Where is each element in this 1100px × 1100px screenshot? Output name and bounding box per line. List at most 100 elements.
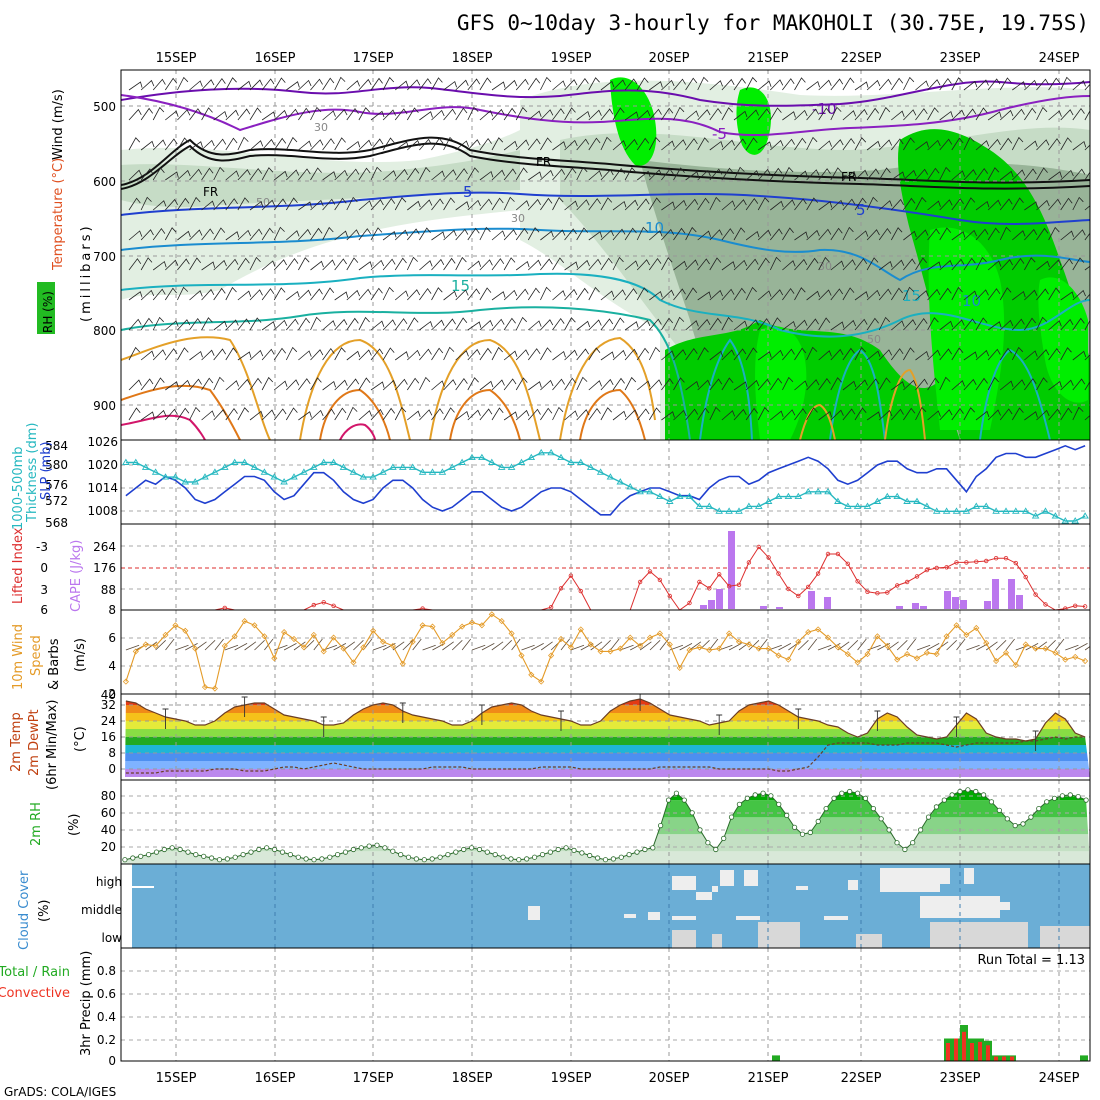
- wind-barb: [552, 290, 566, 301]
- wind-speed-marker: [330, 634, 337, 641]
- surface-barb: [511, 638, 521, 651]
- surface-barb: [254, 640, 265, 651]
- lifted-index-marker: [548, 605, 554, 610]
- rh-marker: [602, 857, 609, 863]
- wind-barb: [237, 229, 251, 241]
- thickness-marker: [191, 478, 199, 485]
- wind-barb: [1011, 258, 1025, 271]
- temp-tick-24: 24: [101, 714, 116, 728]
- wind-speed-marker: [211, 685, 218, 692]
- wind-barb: [370, 259, 385, 271]
- wind-barb: [528, 198, 541, 211]
- wind-barb: [576, 110, 591, 121]
- surface-barb: [432, 643, 445, 651]
- wind-barb: [927, 79, 941, 91]
- wind-barb: [600, 229, 614, 241]
- ylabel-lifted-index: Lifted Index: [11, 527, 26, 604]
- thickness-marker: [982, 502, 990, 509]
- wind-barb: [576, 78, 589, 91]
- wind-barb: [515, 106, 528, 121]
- thickness-marker: [408, 463, 417, 470]
- thickness-marker: [557, 453, 565, 461]
- wind-barb: [564, 261, 579, 271]
- wind-speed-marker: [923, 649, 930, 656]
- wind-speed-marker: [172, 622, 179, 629]
- wind-barb: [407, 349, 421, 361]
- wind-barb: [540, 197, 553, 211]
- thickness-marker: [527, 453, 536, 461]
- wind-speed-marker: [508, 630, 515, 637]
- wind-barb: [866, 168, 880, 181]
- wind-barb: [298, 350, 312, 361]
- wind-barb: [673, 377, 685, 391]
- wind-barb: [1024, 317, 1037, 331]
- wind-speed-marker: [538, 678, 545, 685]
- wind-barb: [999, 319, 1014, 331]
- wind-barb: [624, 288, 638, 301]
- wind-barb: [757, 80, 772, 91]
- wind-speed-marker: [646, 634, 654, 641]
- wind-barb: [648, 108, 662, 121]
- thickness-marker: [1051, 512, 1060, 519]
- rh-marker: [941, 797, 947, 803]
- wind-barb: [419, 376, 431, 391]
- wind-barb: [177, 347, 189, 361]
- precip-convective-bar: [970, 1043, 974, 1061]
- thickness-marker: [300, 468, 308, 475]
- wind-barb: [794, 198, 807, 211]
- wind-barb: [322, 77, 335, 91]
- wind-barb: [346, 229, 360, 241]
- wind-speed-marker: [1012, 662, 1019, 669]
- wind-barb: [963, 80, 978, 91]
- li-tick-0: 0: [40, 561, 48, 575]
- wind-barb: [612, 256, 624, 271]
- rh-marker: [587, 852, 593, 859]
- rh-marker: [185, 849, 191, 855]
- lifted-index-marker: [954, 560, 959, 565]
- thickness-marker: [379, 468, 387, 475]
- wind-barb: [1036, 78, 1049, 91]
- wind-barb: [951, 231, 966, 241]
- wind-barb: [612, 317, 625, 331]
- wind-barb: [733, 320, 748, 331]
- wind-barb: [1011, 407, 1024, 421]
- wind-barb: [165, 198, 178, 211]
- rh-marker: [413, 856, 419, 862]
- rh-ylabels: 2m RH (%): [29, 802, 82, 846]
- rh-marker: [122, 857, 128, 863]
- wind-speed-marker: [706, 646, 713, 654]
- wind-speed-marker: [597, 648, 604, 655]
- wind-barb: [128, 108, 142, 121]
- wind-barb: [491, 169, 505, 181]
- wind-barb: [624, 199, 639, 211]
- wind-barb: [927, 377, 940, 391]
- wind-barb: [600, 108, 614, 121]
- wind-barb: [249, 200, 264, 211]
- wind-speed-marker: [370, 627, 377, 634]
- ylabel-degc: (°C): [73, 726, 88, 752]
- wind-speed-marker: [320, 648, 327, 655]
- rh-marker: [492, 851, 498, 858]
- wind-barb: [370, 110, 385, 121]
- wind-barb: [830, 377, 842, 391]
- wind-barb: [467, 167, 480, 181]
- wind-barb: [709, 168, 723, 181]
- wind-speed-marker: [459, 623, 466, 630]
- thk-tick-576: 576: [45, 478, 68, 492]
- wind-speed-marker: [221, 642, 228, 649]
- wind-barb: [878, 167, 891, 181]
- wind-barb: [346, 257, 359, 271]
- wind-speed-marker: [775, 652, 782, 659]
- wind-barb: [322, 320, 336, 331]
- wind-barb: [733, 287, 746, 301]
- wind-barb: [455, 79, 469, 91]
- thickness-marker: [844, 502, 852, 509]
- wind-barb: [394, 108, 408, 121]
- bottom-date-label: 22SEP: [841, 1071, 882, 1086]
- wind-barb: [673, 78, 686, 91]
- wind-barb: [515, 200, 530, 211]
- wind-barb: [370, 287, 383, 301]
- wind-barb: [249, 410, 264, 421]
- lifted-index-marker: [1063, 606, 1068, 610]
- surface-barb: [679, 643, 693, 651]
